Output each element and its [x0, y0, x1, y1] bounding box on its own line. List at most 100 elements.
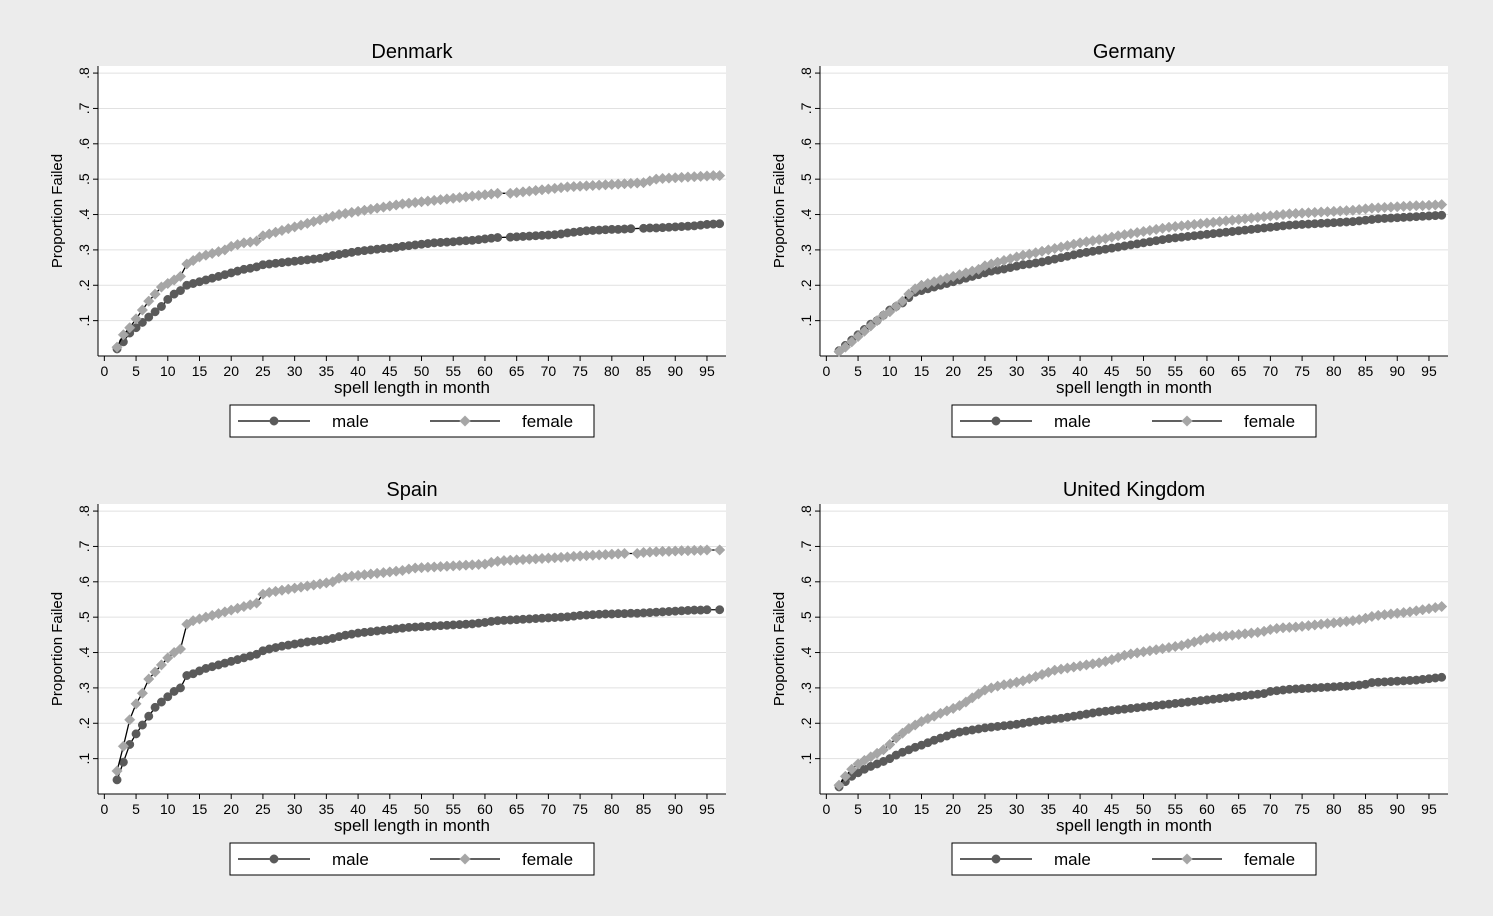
x-tick-label: 65: [1231, 363, 1247, 379]
legend-marker-male: [269, 416, 279, 426]
data-point-female: [890, 300, 902, 313]
x-tick-label: 70: [541, 801, 557, 817]
x-tick-label: 15: [914, 363, 930, 379]
data-point-female: [136, 687, 149, 699]
legend: male female: [229, 842, 595, 876]
y-tick-label: .3: [798, 682, 814, 694]
data-point-male: [131, 729, 141, 739]
data-point-female: [871, 315, 883, 327]
data-point-female: [149, 288, 161, 300]
data-point-female: [117, 740, 129, 752]
x-tick-label: 35: [1041, 801, 1057, 817]
x-tick-label: 55: [445, 801, 461, 817]
x-tick-label: 60: [1199, 363, 1215, 379]
x-tick-label: 5: [854, 363, 862, 379]
data-point-female: [852, 330, 864, 343]
x-tick-label: 15: [192, 801, 208, 817]
x-tick-label: 90: [1389, 363, 1405, 379]
x-tick-label: 95: [1421, 801, 1437, 817]
y-tick-label: .2: [76, 717, 92, 729]
y-tick-label: .2: [76, 279, 92, 291]
x-tick-label: 65: [509, 801, 525, 817]
y-tick-label: .4: [76, 208, 92, 220]
x-tick-label: 0: [100, 363, 108, 379]
x-tick-label: 50: [1136, 801, 1152, 817]
legend-marker-female: [1181, 415, 1193, 427]
x-tick-label: 35: [319, 363, 335, 379]
x-tick-label: 75: [572, 363, 588, 379]
data-point-female: [884, 738, 896, 751]
y-tick-label: .1: [798, 753, 814, 765]
x-tick-label: 55: [1167, 363, 1183, 379]
y-tick-label: .3: [76, 682, 92, 694]
series-female: [833, 199, 1448, 358]
y-tick-label: .5: [76, 611, 92, 623]
series-male: [834, 672, 1447, 792]
x-tick-label: 60: [477, 363, 493, 379]
x-tick-label: 50: [414, 363, 430, 379]
data-point-female: [143, 673, 155, 685]
y-tick-label: .5: [798, 173, 814, 185]
legend-label-female: female: [1244, 412, 1295, 431]
plot-area: [98, 504, 726, 794]
x-tick-label: 30: [287, 801, 303, 817]
data-point-male: [176, 683, 185, 693]
chart-title: Germany: [1093, 41, 1175, 63]
data-point-female: [858, 325, 871, 337]
data-point-male: [150, 307, 160, 317]
legend: male female: [951, 404, 1317, 438]
data-point-female: [1436, 600, 1448, 613]
y-tick-label: .3: [76, 244, 92, 256]
legend: male female: [229, 404, 595, 438]
x-tick-label: 20: [945, 363, 961, 379]
data-point-female: [124, 714, 136, 726]
data-point-female: [896, 727, 909, 739]
y-tick-label: .7: [798, 540, 814, 552]
series-female: [111, 170, 726, 353]
chart-title: United Kingdom: [1063, 479, 1205, 501]
chart-panel-1: .1 .2 .3 .4 .5 .6 .7 .8 0 5 10 15 20 25 30 35 40 45 50 55 60…: [49, 41, 726, 438]
y-tick-label: .5: [76, 173, 92, 185]
data-point-female: [492, 187, 504, 199]
x-axis-label: spell length in month: [334, 378, 490, 397]
data-point-male: [176, 286, 185, 296]
data-point-female: [701, 544, 713, 556]
data-point-male: [156, 302, 166, 311]
x-tick-label: 60: [477, 801, 493, 817]
data-point-male: [715, 605, 725, 615]
x-tick-label: 90: [667, 801, 683, 817]
data-point-male: [137, 720, 147, 730]
data-point-female: [174, 270, 187, 283]
x-tick-label: 15: [914, 801, 930, 817]
x-tick-label: 15: [192, 363, 208, 379]
x-tick-label: 25: [977, 801, 993, 817]
data-point-female: [839, 341, 851, 353]
x-tick-label: 80: [1326, 363, 1342, 379]
series-female: [833, 600, 1448, 791]
x-tick-label: 5: [132, 363, 140, 379]
x-tick-label: 85: [636, 801, 652, 817]
x-tick-label: 45: [1104, 801, 1120, 817]
data-point-female: [124, 322, 136, 334]
x-axis-label: spell length in month: [1056, 816, 1212, 835]
x-tick-label: 75: [1294, 363, 1310, 379]
data-point-female: [833, 346, 845, 358]
x-tick-label: 70: [1263, 801, 1279, 817]
x-tick-label: 65: [1231, 801, 1247, 817]
x-tick-label: 5: [854, 801, 862, 817]
y-tick-label: .8: [798, 67, 814, 79]
y-tick-label: .2: [798, 279, 814, 291]
x-tick-label: 30: [1009, 363, 1025, 379]
y-tick-label: .1: [76, 753, 92, 765]
data-point-female: [877, 744, 890, 756]
y-tick-label: .4: [798, 646, 814, 658]
data-point-male: [702, 605, 712, 615]
legend-marker-male: [269, 854, 279, 864]
data-point-female: [896, 295, 909, 307]
series-male: [112, 605, 725, 785]
data-point-female: [136, 304, 149, 316]
data-point-female: [618, 547, 631, 560]
x-tick-label: 25: [255, 363, 271, 379]
legend-label-male: male: [332, 850, 369, 869]
data-point-male: [1437, 210, 1447, 220]
